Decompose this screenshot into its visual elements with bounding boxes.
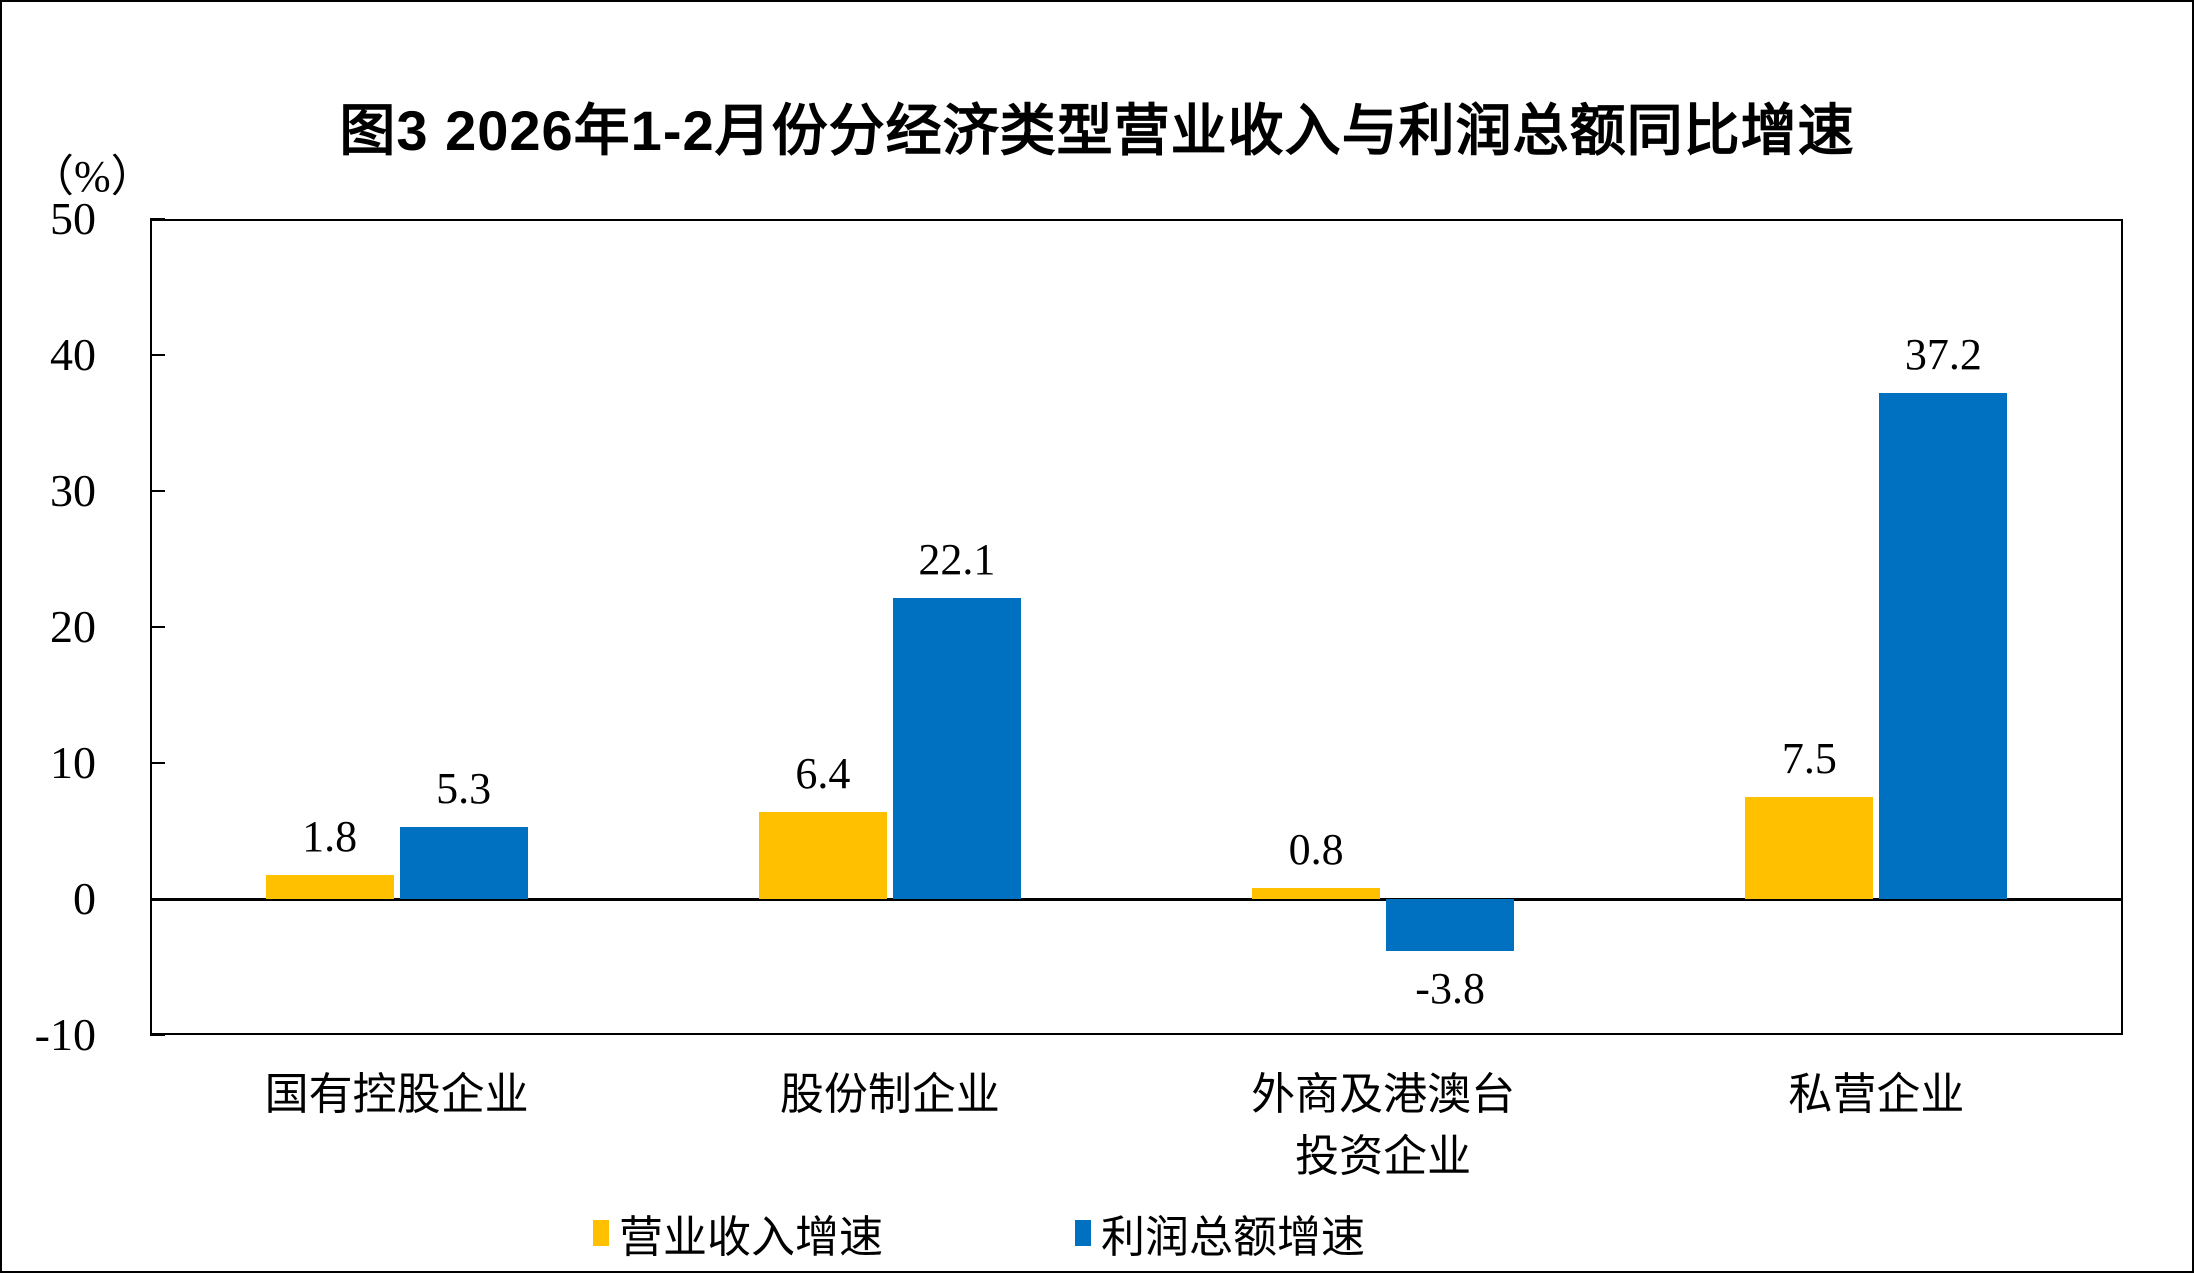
category-label: 股份制企业 [779, 1070, 1000, 1119]
legend-swatch-revenue-icon [593, 1220, 609, 1246]
y-axis-tick-label: 0 [73, 873, 96, 924]
value-label: 7.5 [1781, 734, 1837, 783]
zero-axis-line [150, 897, 2123, 901]
bar-profit [892, 598, 1021, 899]
legend-item-profit: 利润总额增速 [1075, 1204, 1365, 1262]
y-axis-tick-mark [150, 218, 165, 220]
y-axis-tick-label: 30 [50, 465, 96, 516]
value-label: 1.8 [302, 811, 358, 861]
y-axis-tick-label: 20 [50, 601, 96, 652]
legend-label-revenue: 营业收入增速 [619, 1213, 883, 1262]
bar-revenue [758, 811, 887, 899]
bar-revenue [265, 874, 394, 899]
bar-profit [1879, 393, 2008, 899]
value-label: 5.3 [436, 763, 492, 813]
legend-item-revenue: 营业收入增速 [593, 1204, 883, 1262]
y-axis-tick-label: -10 [34, 1009, 96, 1060]
y-axis-tick-mark [150, 1034, 165, 1036]
y-axis-tick-mark [150, 354, 165, 356]
bar-revenue [1745, 797, 1874, 899]
value-label: -3.8 [1415, 963, 1485, 1013]
category-label: 私营企业 [1788, 1070, 1965, 1119]
bar-profit [1386, 899, 1515, 951]
chart-title: 图3 2026年1-2月份分经济类型营业收入与利润总额同比增速 [339, 99, 1855, 162]
category-label: 国有控股企业 [264, 1070, 529, 1119]
value-label: 22.1 [918, 535, 996, 585]
y-axis-tick-mark [150, 490, 165, 492]
value-label: 6.4 [795, 748, 851, 798]
value-label: 37.2 [1904, 330, 1982, 380]
y-axis-tick-label: 10 [50, 737, 96, 788]
y-axis-tick-mark [150, 626, 165, 628]
value-label: 0.8 [1288, 825, 1344, 875]
y-axis-tick-mark [150, 762, 165, 764]
category-label: 外商及港澳台 投资企业 [1251, 1070, 1516, 1181]
y-axis-tick-label: 50 [50, 193, 96, 244]
y-axis-tick-label: 40 [50, 329, 96, 380]
bar-revenue [1252, 888, 1381, 899]
y-axis-unit-label: （%） [30, 152, 155, 201]
bar-profit [399, 826, 528, 899]
legend-swatch-profit-icon [1075, 1220, 1091, 1246]
legend-label-profit: 利润总额增速 [1101, 1213, 1365, 1262]
